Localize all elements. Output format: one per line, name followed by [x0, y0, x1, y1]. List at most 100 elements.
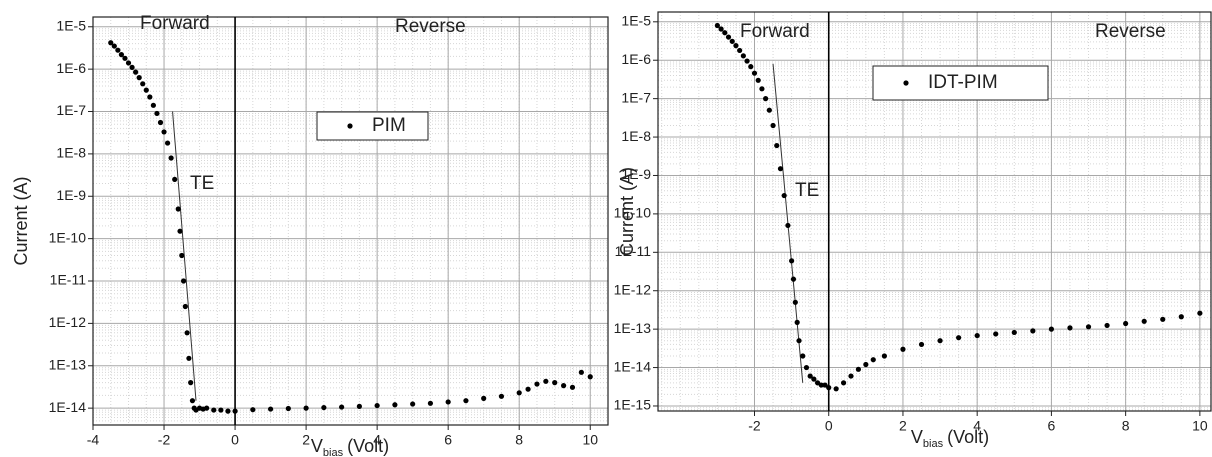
x-tick-label: 8 — [515, 432, 523, 448]
data-point — [154, 110, 160, 117]
data-point — [818, 382, 824, 388]
data-point — [177, 228, 183, 234]
y-tick-label: 1E-13 — [614, 320, 652, 336]
y-tick-label: 1E-15 — [614, 397, 652, 413]
data-point — [822, 382, 828, 388]
data-point — [561, 383, 567, 389]
data-point — [374, 402, 380, 409]
data-point — [759, 86, 765, 92]
x-tick-label: 0 — [231, 432, 239, 448]
x-tick-label: 6 — [1048, 418, 1056, 434]
x-tick-label: -2 — [748, 418, 761, 434]
data-point — [118, 52, 125, 58]
data-point — [552, 380, 558, 386]
x-tick-label: -4 — [87, 432, 100, 448]
data-point — [870, 357, 876, 363]
data-point — [410, 401, 416, 407]
data-point — [755, 77, 761, 83]
data-point — [1067, 325, 1073, 331]
data-point — [218, 407, 224, 413]
y-tick-label: 1E-6 — [621, 51, 651, 67]
data-point — [184, 330, 190, 336]
data-point — [108, 40, 114, 46]
data-point — [161, 129, 167, 135]
data-point — [122, 55, 128, 61]
data-point — [188, 380, 194, 386]
y-tick-label: 1E-10 — [614, 205, 652, 221]
data-point — [587, 374, 593, 380]
data-point — [1141, 318, 1147, 324]
data-point — [175, 206, 181, 212]
plot-frame — [92, 16, 609, 426]
data-point — [714, 22, 720, 29]
data-point — [129, 64, 135, 70]
data-point — [111, 43, 117, 49]
y-tick-label: 1E-11 — [615, 243, 652, 259]
data-point — [267, 406, 274, 412]
data-point — [800, 353, 806, 359]
x-axis-label: Vbias (Volt) — [911, 427, 989, 450]
data-point — [211, 407, 217, 413]
y-tick-label: 1E-11 — [50, 272, 87, 288]
data-point — [1160, 316, 1166, 322]
data-point — [785, 222, 791, 229]
data-point — [751, 70, 758, 76]
data-point — [147, 94, 153, 100]
data-point — [115, 47, 121, 53]
x-axis-label-unit: (Volt) — [347, 436, 389, 456]
data-point — [796, 338, 802, 344]
data-point — [792, 299, 798, 305]
data-point — [182, 303, 188, 310]
data-point — [189, 398, 196, 404]
data-point — [321, 404, 327, 411]
data-point — [498, 393, 505, 399]
data-point — [740, 53, 746, 59]
annotation: TE — [190, 173, 214, 194]
y-tick-label: 1E-14 — [49, 399, 87, 415]
data-point — [900, 346, 906, 352]
chart-panel: 1E-15 1E-14 1E-13 1E-12 1E-11 1E-10 1E-9 1E-8 1E… — [614, 11, 1212, 450]
annotation: Reverse — [395, 16, 466, 37]
data-point — [172, 176, 178, 183]
y-tick-label: 1E-8 — [621, 128, 651, 144]
data-point — [811, 376, 817, 382]
data-point — [993, 331, 999, 337]
data-point — [136, 75, 142, 81]
data-point — [807, 373, 813, 379]
data-point — [956, 335, 962, 341]
x-axis-label-sub: bias — [923, 438, 944, 450]
data-point — [445, 399, 451, 405]
data-point — [578, 369, 584, 375]
x-tick-label: 10 — [1192, 418, 1208, 434]
y-tick-label: 1E-5 — [621, 13, 651, 29]
data-point — [748, 64, 754, 70]
data-point — [1104, 322, 1110, 329]
x-axis-label-main: V — [911, 427, 923, 447]
legend-label: PIM — [372, 115, 406, 136]
y-tick-label: 1E-12 — [614, 281, 652, 297]
x-tick-label: 10 — [582, 432, 598, 448]
data-point — [285, 405, 291, 412]
data-point — [744, 58, 750, 64]
data-point — [150, 102, 156, 108]
data-point — [427, 400, 434, 406]
legend-marker — [347, 123, 353, 129]
data-point — [179, 252, 185, 259]
data-point — [392, 402, 398, 408]
data-point — [826, 385, 832, 391]
data-point — [133, 69, 139, 75]
data-point — [781, 192, 787, 199]
y-tick-label: 1E-5 — [56, 17, 86, 33]
data-point — [1178, 314, 1184, 320]
data-point — [168, 155, 174, 161]
data-point — [225, 408, 231, 414]
data-point — [1011, 329, 1017, 336]
y-tick-label: 1E-9 — [621, 166, 651, 182]
y-tick-label: 1E-7 — [621, 89, 651, 105]
data-point — [789, 258, 795, 264]
data-point — [143, 87, 149, 93]
data-point — [250, 407, 256, 413]
data-point — [356, 403, 362, 409]
x-tick-label: 4 — [973, 418, 981, 434]
